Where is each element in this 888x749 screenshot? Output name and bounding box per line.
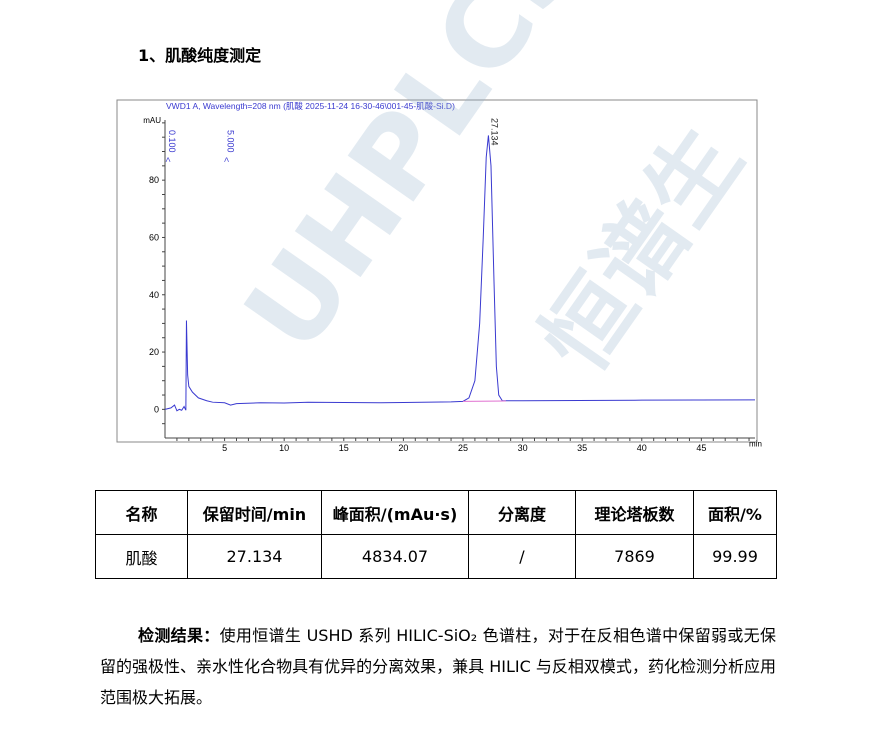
chromatogram-chart: VWD1 A, Wavelength=208 nm (肌酸 2025-11-24… (116, 99, 762, 453)
peak-marker: < (222, 157, 232, 162)
y-tick-label: 40 (149, 290, 159, 300)
header-resolution: 分离度 (468, 490, 576, 535)
section-title: 1、肌酸纯度测定 (138, 46, 262, 65)
y-tick-label: 80 (149, 175, 159, 185)
y-tick-label: 0 (154, 404, 159, 414)
chart-title: VWD1 A, Wavelength=208 nm (肌酸 2025-11-24… (166, 101, 455, 111)
cell-resolution: / (468, 534, 576, 579)
x-tick-label: 20 (398, 443, 408, 453)
x-tick-label: 10 (279, 443, 289, 453)
table-row: 肌酸 27.134 4834.07 / 7869 99.99 (95, 534, 777, 579)
header-plates: 理论塔板数 (575, 490, 694, 535)
result-label: 检测结果： (138, 626, 220, 645)
cell-peak-area: 4834.07 (321, 534, 469, 579)
chart-frame (116, 99, 758, 443)
peak-label: 0.100 (167, 130, 177, 153)
x-tick-label: 40 (637, 443, 647, 453)
x-tick-label: 30 (518, 443, 528, 453)
cell-plates: 7869 (575, 534, 694, 579)
x-tick-label: 5 (222, 443, 227, 453)
cell-name: 肌酸 (95, 534, 188, 579)
header-name: 名称 (95, 490, 188, 535)
results-table: 名称 保留时间/min 峰面积/(mAu·s) 分离度 理论塔板数 面积/% 肌… (95, 490, 777, 579)
header-peak-area: 峰面积/(mAu·s) (321, 490, 469, 535)
x-tick-label: 35 (577, 443, 587, 453)
y-axis-label: mAU (143, 116, 161, 125)
peak-label: 27.134 (489, 118, 499, 146)
header-area-percent: 面积/% (693, 490, 777, 535)
result-text: 使用恒谱生 USHD 系列 HILIC-SiO₂ 色谱柱，对于在反相色谱中保留弱… (100, 626, 776, 707)
x-tick-label: 25 (458, 443, 468, 453)
peak-marker: < (163, 157, 173, 162)
result-paragraph: 检测结果：使用恒谱生 USHD 系列 HILIC-SiO₂ 色谱柱，对于在反相色… (100, 620, 776, 713)
cell-retention-time: 27.134 (187, 534, 322, 579)
x-tick-label: 45 (696, 443, 706, 453)
header-retention-time: 保留时间/min (187, 490, 322, 535)
y-tick-label: 60 (149, 232, 159, 242)
x-tick-label: 15 (339, 443, 349, 453)
table-header-row: 名称 保留时间/min 峰面积/(mAu·s) 分离度 理论塔板数 面积/% (95, 490, 777, 535)
chromatogram-trace (164, 135, 756, 412)
peak-label: 5.000 (226, 130, 236, 153)
y-tick-label: 20 (149, 347, 159, 357)
x-axis-label: min (749, 440, 762, 449)
cell-area-percent: 99.99 (693, 534, 777, 579)
